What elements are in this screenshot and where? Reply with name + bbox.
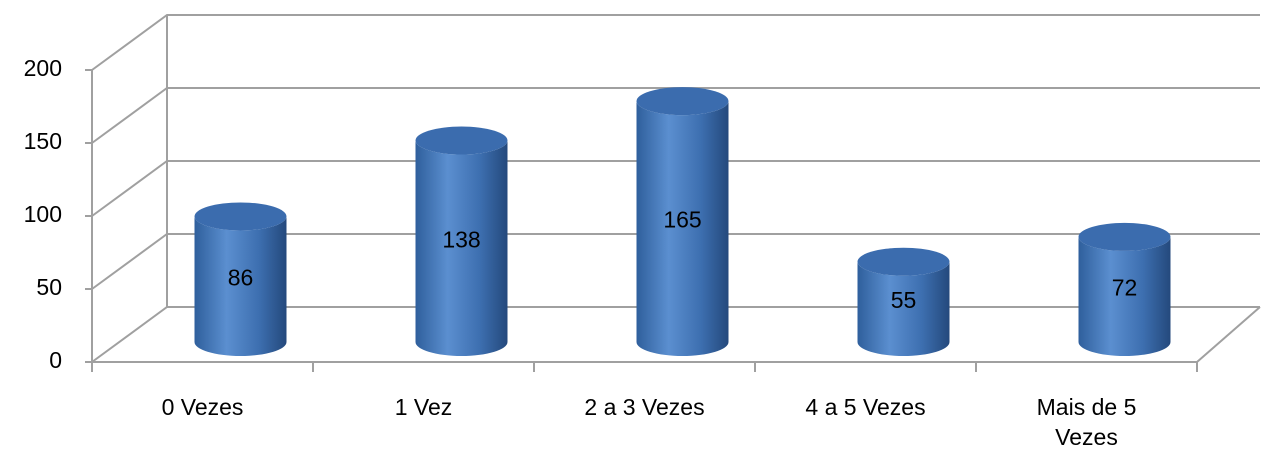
cylinder — [857, 261, 950, 356]
grid-line — [91, 233, 1260, 290]
cylinder-top — [636, 87, 729, 116]
value-label: 72 — [1112, 275, 1138, 301]
x-tick-label: Mais de 5 Vezes — [1036, 394, 1137, 450]
cylinder-top — [194, 202, 287, 231]
value-label: 55 — [891, 287, 917, 313]
value-label: 86 — [228, 264, 254, 290]
y-tick-label: 200 — [24, 55, 62, 81]
cylinder — [415, 140, 508, 356]
cylinder-top — [415, 126, 508, 155]
grid-line — [91, 87, 1260, 144]
y-tick-label: 150 — [24, 128, 62, 154]
y-tick-label: 0 — [49, 347, 62, 373]
x-tick-label: 4 a 5 Vezes — [805, 394, 926, 420]
cylinder-top — [1078, 222, 1171, 251]
x-tick-label: 2 a 3 Vezes — [584, 394, 705, 420]
value-label: 165 — [663, 207, 701, 233]
cylinder — [194, 216, 287, 356]
grid-line — [91, 14, 1260, 71]
y-tick-label: 100 — [24, 201, 62, 227]
x-tick-label: 0 Vezes — [161, 394, 244, 420]
x-tick-label: 1 Vez — [394, 394, 453, 420]
cylinder — [636, 101, 729, 356]
grid-line — [91, 160, 1260, 217]
cylinder — [1078, 236, 1171, 356]
y-tick-label: 50 — [36, 274, 62, 300]
cylinder-top — [857, 247, 950, 276]
value-label: 138 — [442, 226, 480, 252]
